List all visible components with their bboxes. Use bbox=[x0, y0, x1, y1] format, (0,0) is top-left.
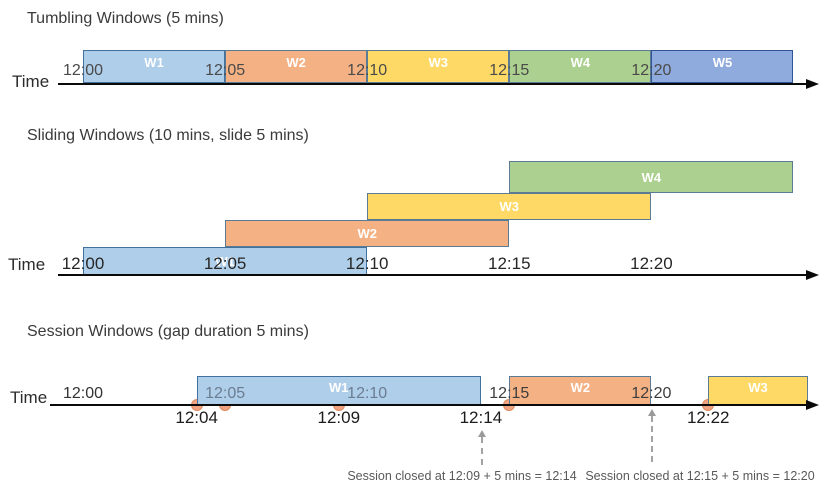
tumbling-window-w3: W3 bbox=[367, 50, 510, 83]
tumbling-axis-tick-label: 12:15 bbox=[489, 62, 530, 79]
sliding-axis-arrowhead-icon bbox=[806, 270, 819, 280]
sliding-window-w1: W1 bbox=[83, 247, 368, 275]
session-axis-tick-label: 12:15 bbox=[489, 385, 530, 402]
tumbling-window-w2: W2 bbox=[225, 50, 368, 83]
session-window-w3: W3 bbox=[708, 376, 808, 405]
tumbling-window-w1: W1 bbox=[83, 50, 226, 83]
tumbling-time-axis-label: Time bbox=[12, 72, 50, 91]
session-time-axis-label: Time bbox=[10, 388, 48, 407]
session-close-arrow-icon bbox=[477, 430, 486, 465]
sliding-time-axis bbox=[58, 274, 808, 276]
tumbling-window-label: W3 bbox=[428, 55, 448, 70]
tumbling-time-axis bbox=[58, 83, 808, 85]
session-axis-tick-label: 12:10 bbox=[347, 385, 388, 402]
tumbling-window-w4: W4 bbox=[509, 50, 652, 83]
session-axis-tick-label: 12:00 bbox=[62, 385, 104, 402]
tumbling-window-w5: W5 bbox=[651, 50, 794, 83]
event-time-label: 12:04 bbox=[175, 408, 218, 427]
sliding-axis-tick-label: 12:20 bbox=[630, 254, 673, 273]
tumbling-axis-tick-label: 12:05 bbox=[205, 62, 246, 79]
tumbling-window-label: W1 bbox=[144, 55, 164, 70]
event-time-label: 12:14 bbox=[459, 408, 503, 427]
sliding-window-label: W2 bbox=[357, 226, 377, 241]
tumbling-axis-tick-label: 12:10 bbox=[347, 62, 388, 79]
tumbling-window-label: W5 bbox=[712, 55, 733, 70]
sliding-window-label: W3 bbox=[499, 199, 520, 214]
sliding-window-w2: W2 bbox=[225, 220, 510, 247]
sliding-time-axis-label: Time bbox=[8, 255, 46, 274]
session-close-arrow-icon bbox=[648, 409, 657, 462]
session-window-w1: W1 bbox=[196, 376, 481, 405]
tumbling-axis-tick-label: 12:20 bbox=[631, 62, 672, 79]
sliding-axis-tick-label: 12:15 bbox=[488, 254, 531, 273]
sliding-axis-tick-label: 12:00 bbox=[61, 254, 105, 273]
event-time-label: 12:09 bbox=[317, 408, 361, 427]
session-axis-tick-label: 12:05 bbox=[205, 385, 246, 402]
session-time-axis bbox=[50, 404, 808, 406]
session-close-annotation: Session closed at 12:15 + 5 mins = 12:20 bbox=[585, 469, 815, 483]
sliding-axis-tick-label: 12:10 bbox=[345, 254, 389, 273]
session-axis-arrowhead-icon bbox=[806, 400, 819, 410]
tumbling-axis-arrowhead-icon bbox=[806, 79, 819, 89]
session-window-label: W2 bbox=[570, 380, 591, 395]
sliding-axis-tick-label: 12:05 bbox=[203, 254, 247, 273]
session-window-label: W1 bbox=[329, 380, 349, 395]
session-window-label: W3 bbox=[748, 380, 768, 395]
sliding-window-w4: W4 bbox=[509, 161, 794, 193]
tumbling-axis-tick-label: 12:00 bbox=[62, 62, 104, 79]
sliding-window-label: W4 bbox=[641, 169, 662, 185]
sliding-section-title: Sliding Windows (10 mins, slide 5 mins) bbox=[27, 127, 309, 144]
session-section-title: Session Windows (gap duration 5 mins) bbox=[27, 323, 309, 340]
event-time-label: 12:22 bbox=[686, 408, 730, 427]
session-close-annotation: Session closed at 12:09 + 5 mins = 12:14 bbox=[347, 469, 577, 483]
tumbling-window-label: W2 bbox=[286, 55, 306, 70]
tumbling-section-title: Tumbling Windows (5 mins) bbox=[27, 10, 224, 27]
sliding-window-label: W1 bbox=[215, 253, 235, 269]
sliding-window-w3: W3 bbox=[367, 193, 652, 220]
session-axis-tick-label: 12:20 bbox=[631, 385, 672, 402]
session-window-w2: W2 bbox=[509, 376, 652, 405]
tumbling-window-label: W4 bbox=[570, 55, 591, 70]
